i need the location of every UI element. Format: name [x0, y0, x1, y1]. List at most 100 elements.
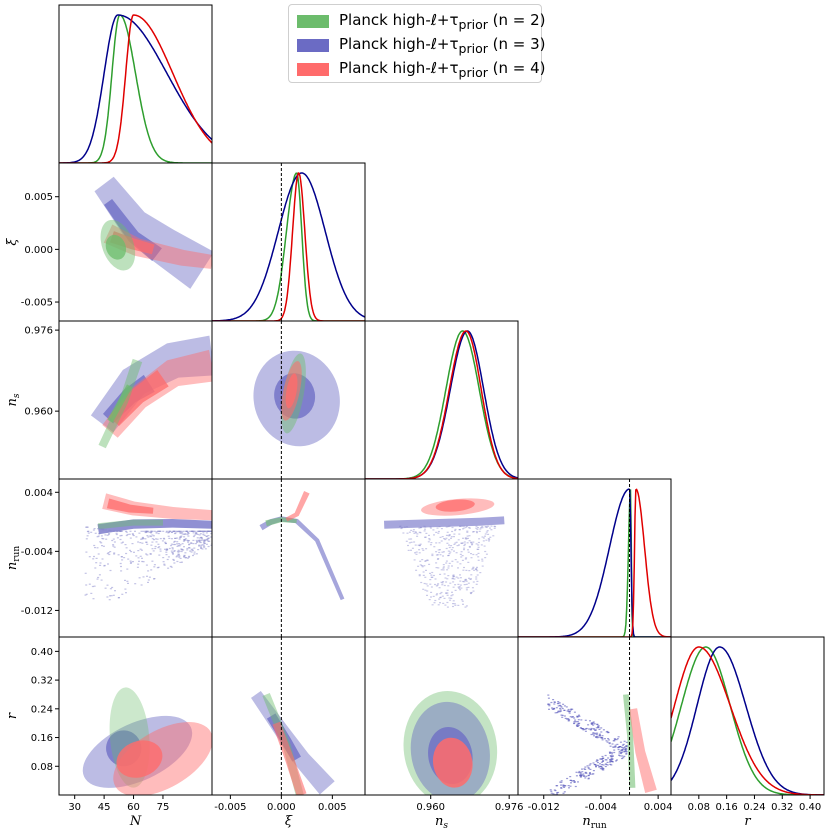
scatter-point	[202, 539, 205, 541]
scatter-point	[146, 575, 148, 577]
legend-label-n3-tail: (n = 3)	[487, 34, 546, 53]
scatter-point	[197, 540, 200, 542]
scatter-point	[210, 530, 212, 532]
scatter-point	[149, 553, 152, 555]
scatter-point	[434, 578, 437, 580]
scatter-point	[154, 545, 157, 548]
scatter-point	[196, 541, 198, 543]
scatter-point	[443, 538, 446, 540]
scatter-point	[618, 746, 621, 748]
scatter-point	[621, 751, 623, 753]
scatter-point	[466, 535, 469, 537]
scatter-point	[399, 525, 402, 527]
scatter-point	[141, 557, 143, 559]
scatter-point	[465, 538, 468, 540]
scatter-point	[599, 766, 602, 768]
scatter-point	[467, 537, 469, 539]
scatter-point	[94, 547, 96, 549]
scatter-point	[448, 539, 451, 541]
scatter-point	[470, 592, 472, 595]
scatter-point	[432, 574, 435, 577]
scatter-point	[417, 565, 420, 567]
scatter-point	[434, 583, 436, 586]
scatter-point	[134, 530, 136, 532]
scatter-point	[137, 563, 140, 565]
scatter-point	[615, 739, 618, 741]
scatter-point	[183, 536, 186, 538]
scatter-point	[590, 722, 593, 724]
scatter-point	[623, 751, 626, 753]
scatter-point	[596, 759, 598, 761]
scatter-point	[611, 758, 614, 760]
scatter-point	[179, 557, 182, 559]
scatter-point	[463, 541, 466, 543]
scatter-point	[407, 544, 409, 547]
marginal-curve-r-n3	[671, 646, 824, 795]
scatter-point	[454, 559, 457, 561]
scatter-point	[441, 582, 444, 584]
scatter-point	[487, 538, 490, 540]
scatter-point	[588, 772, 591, 774]
scatter-point	[155, 532, 158, 534]
scatter-point	[559, 710, 562, 712]
scatter-point	[459, 574, 461, 576]
scatter-point	[450, 549, 453, 551]
scatter-point	[418, 575, 421, 577]
scatter-point	[165, 531, 168, 533]
scatter-point	[414, 544, 417, 546]
scatter-point	[424, 576, 427, 578]
scatter-point	[567, 720, 570, 722]
scatter-point	[600, 737, 603, 739]
scatter-point	[406, 532, 409, 534]
scatter-point	[109, 588, 112, 590]
scatter-point	[459, 563, 462, 565]
scatter-point	[446, 578, 449, 580]
scatter-point	[573, 711, 576, 713]
scatter-point	[426, 559, 429, 561]
scatter-point	[586, 765, 589, 767]
scatter-point	[471, 587, 474, 589]
scatter-point	[469, 578, 472, 580]
scatter-point	[158, 546, 161, 548]
scatter-point	[606, 761, 609, 763]
scatter-point	[410, 538, 413, 540]
scatter-point	[129, 560, 132, 562]
scatter-point	[439, 593, 442, 595]
scatter-point	[475, 578, 478, 580]
scatter-point	[554, 790, 557, 792]
scatter-point	[99, 541, 102, 543]
scatter-point	[453, 536, 455, 538]
scatter-point	[616, 759, 618, 761]
y-tick-label: 0.960	[24, 407, 53, 418]
scatter-point	[483, 545, 486, 547]
scatter-point	[438, 526, 441, 528]
scatter-point	[205, 543, 208, 545]
scatter-point	[465, 526, 468, 528]
scatter-point	[484, 550, 487, 553]
scatter-point	[420, 581, 423, 584]
scatter-point	[557, 711, 560, 713]
scatter-point	[428, 534, 430, 536]
y-tick-label: 0.16	[31, 733, 53, 744]
scatter-point	[593, 733, 596, 735]
scatter-point	[560, 784, 563, 786]
scatter-point	[111, 539, 114, 542]
scatter-point	[161, 540, 164, 542]
scatter-point	[452, 603, 454, 605]
scatter-point	[613, 746, 616, 748]
scatter-point	[425, 532, 428, 534]
scatter-point	[462, 603, 464, 605]
scatter-point	[165, 530, 168, 532]
scatter-point	[467, 586, 470, 588]
scatter-point	[186, 532, 189, 534]
scatter-point	[437, 604, 440, 606]
y-tick-label: 0.40	[31, 647, 53, 658]
scatter-point	[162, 557, 165, 559]
scatter-point	[445, 534, 448, 536]
scatter-point	[194, 543, 197, 545]
scatter-point	[203, 534, 206, 536]
scatter-point	[595, 765, 597, 767]
scatter-point	[475, 530, 478, 533]
scatter-point	[153, 566, 156, 568]
scatter-point	[108, 599, 111, 601]
